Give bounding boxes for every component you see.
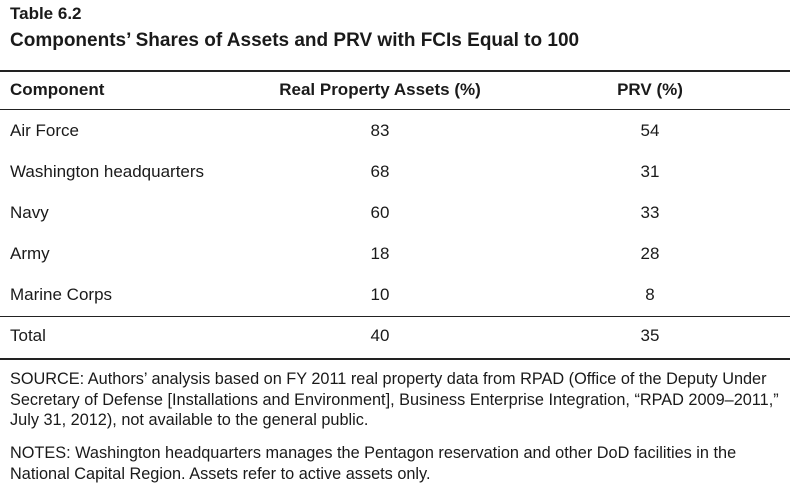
header-rule [0, 109, 790, 110]
row-assets-value: 18 [370, 244, 390, 263]
row-assets-value: 10 [370, 285, 390, 304]
header-component: Component [10, 80, 105, 99]
bottom-rule [0, 358, 790, 360]
total-rule [0, 316, 790, 317]
row-component: Army [10, 244, 50, 263]
row-component: Navy [10, 203, 49, 222]
row-assets-value: 68 [370, 162, 390, 181]
row-component: Marine Corps [10, 285, 113, 304]
row-assets-value: 60 [370, 203, 390, 222]
header-real-property-assets: Real Property Assets (%) [279, 80, 481, 99]
row-prv-value: 28 [640, 244, 660, 263]
row-prv-value: 31 [640, 162, 660, 181]
top-rule [0, 70, 790, 72]
table-title: Components’ Shares of Assets and PRV wit… [10, 30, 580, 51]
row-component: Air Force [10, 121, 79, 140]
row-prv-value: 54 [640, 121, 660, 140]
row-component: Washington headquarters [10, 162, 205, 181]
table-number: Table 6.2 [10, 4, 82, 23]
row-prv-value: 8 [645, 285, 655, 304]
row-prv-value: 33 [640, 203, 660, 222]
total-label: Total [10, 326, 46, 345]
notes-text: NOTES: Washington headquarters manages t… [10, 444, 737, 483]
total-assets-value: 40 [370, 326, 390, 345]
total-prv-value: 35 [640, 326, 660, 345]
row-assets-value: 83 [370, 121, 390, 140]
source-note: SOURCE: Authors’ analysis based on FY 20… [10, 370, 779, 429]
header-prv: PRV (%) [617, 80, 683, 99]
